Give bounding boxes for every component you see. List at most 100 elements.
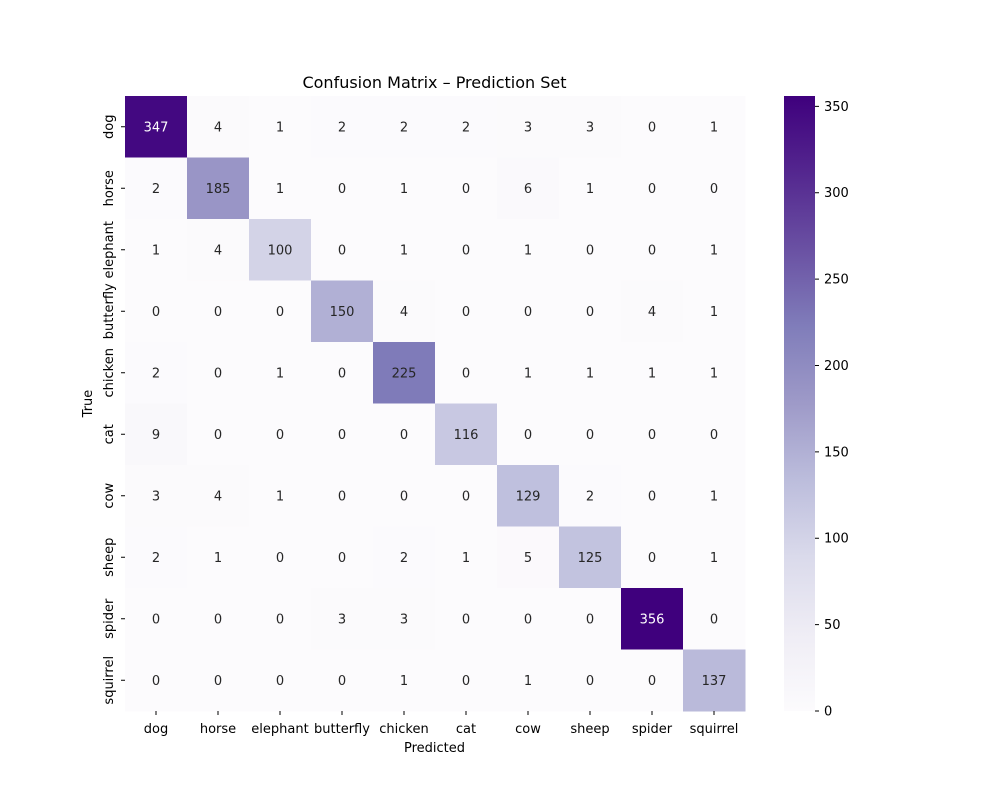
colorbar-tick-label: 150 xyxy=(824,445,849,460)
cell-value-label: 0 xyxy=(462,366,470,381)
heatmap-cell xyxy=(621,526,684,589)
cell-value-label: 0 xyxy=(648,120,656,135)
colorbar-tick-label: 300 xyxy=(824,186,849,201)
cell-value-label: 0 xyxy=(462,305,470,320)
heatmap-cell xyxy=(497,403,560,466)
cell-value-label: 0 xyxy=(214,428,222,443)
y-tick-label: chicken xyxy=(102,348,117,397)
cell-value-label: 3 xyxy=(338,612,346,627)
cell-value-label: 0 xyxy=(586,428,594,443)
cell-value-label: 225 xyxy=(392,366,417,381)
cell-value-label: 0 xyxy=(214,612,222,627)
heatmap-cell xyxy=(559,342,622,404)
heatmap-cell xyxy=(683,280,746,343)
heatmap-cell xyxy=(559,526,622,589)
x-tick-label: spider xyxy=(632,722,673,737)
cell-value-label: 1 xyxy=(586,182,594,197)
heatmap-cell xyxy=(621,649,684,712)
heatmap-cell xyxy=(311,649,374,712)
cell-value-label: 0 xyxy=(586,612,594,627)
cell-value-label: 0 xyxy=(400,489,408,504)
cell-value-label: 0 xyxy=(400,428,408,443)
heatmap-cell xyxy=(311,219,374,281)
y-tick-label: cow xyxy=(102,483,117,509)
cell-value-label: 0 xyxy=(276,674,284,689)
cell-value-label: 185 xyxy=(206,182,231,197)
cell-value-label: 3 xyxy=(152,489,160,504)
cell-value-label: 1 xyxy=(214,551,222,566)
heatmap-cell xyxy=(435,649,498,712)
heatmap-cell xyxy=(249,465,312,527)
heatmap-cell xyxy=(559,219,622,281)
cell-value-label: 0 xyxy=(338,366,346,381)
cell-value-label: 1 xyxy=(710,120,718,135)
heatmap-cell xyxy=(125,588,188,650)
heatmap-cell xyxy=(559,280,622,343)
heatmap-cell xyxy=(435,526,498,589)
cell-value-label: 4 xyxy=(648,305,656,320)
x-tick-label: dog xyxy=(144,722,168,737)
heatmap-cell xyxy=(683,649,746,712)
x-tick-label: horse xyxy=(200,722,236,737)
cell-value-label: 4 xyxy=(214,120,222,135)
heatmap-cell xyxy=(559,96,622,158)
heatmap-cell xyxy=(373,465,436,527)
colorbar-tick-label: 250 xyxy=(824,273,849,288)
cell-value-label: 0 xyxy=(338,489,346,504)
x-axis-label: Predicted xyxy=(404,741,465,756)
cell-value-label: 1 xyxy=(524,243,532,258)
heatmap-cell xyxy=(497,342,560,404)
heatmap-cell xyxy=(249,157,312,220)
colorbar-tick-label: 0 xyxy=(824,705,832,720)
heatmap-cell xyxy=(435,219,498,281)
cell-value-label: 0 xyxy=(338,182,346,197)
cell-value-label: 125 xyxy=(578,551,603,566)
heatmap-cell xyxy=(249,526,312,589)
heatmap-cell xyxy=(125,96,188,158)
heatmap-cell xyxy=(683,157,746,220)
heatmap-cell xyxy=(435,342,498,404)
cell-value-label: 0 xyxy=(648,551,656,566)
y-tick-label: spider xyxy=(102,598,117,639)
cell-value-label: 0 xyxy=(586,674,594,689)
cell-value-label: 2 xyxy=(338,120,346,135)
heatmap-cell xyxy=(559,588,622,650)
heatmap-cell xyxy=(125,219,188,281)
x-tick-label: cat xyxy=(456,722,476,737)
heatmap-cell xyxy=(311,96,374,158)
colorbar-tick-label: 100 xyxy=(824,532,849,547)
cell-value-label: 347 xyxy=(144,120,169,135)
heatmap-cell xyxy=(559,157,622,220)
cell-value-label: 1 xyxy=(152,243,160,258)
heatmap-cell xyxy=(373,526,436,589)
x-tick-label: squirrel xyxy=(690,722,739,737)
heatmap-cell xyxy=(373,403,436,466)
cell-value-label: 1 xyxy=(710,305,718,320)
cell-value-label: 1 xyxy=(586,366,594,381)
cell-value-label: 3 xyxy=(586,120,594,135)
cell-value-label: 0 xyxy=(152,305,160,320)
heatmap-cell xyxy=(249,403,312,466)
heatmap-cell xyxy=(249,219,312,281)
heatmap-cell xyxy=(125,342,188,404)
cell-value-label: 2 xyxy=(462,120,470,135)
cell-value-label: 100 xyxy=(268,243,293,258)
cell-value-label: 137 xyxy=(702,674,727,689)
colorbar-tick-label: 200 xyxy=(824,359,849,374)
heatmap-cell xyxy=(559,649,622,712)
heatmap-cell xyxy=(187,465,250,527)
heatmap-cell xyxy=(497,588,560,650)
cell-value-label: 1 xyxy=(400,243,408,258)
y-tick-label: dog xyxy=(102,115,117,139)
heatmap-cell xyxy=(621,465,684,527)
heatmap-cell xyxy=(311,157,374,220)
heatmap-cell xyxy=(683,588,746,650)
heatmap-cell xyxy=(125,649,188,712)
cell-value-label: 356 xyxy=(640,612,665,627)
cell-value-label: 0 xyxy=(276,551,284,566)
heatmap-cell xyxy=(187,526,250,589)
y-tick-label: butterfly xyxy=(102,283,117,339)
cell-value-label: 0 xyxy=(648,674,656,689)
heatmap-cell xyxy=(683,96,746,158)
